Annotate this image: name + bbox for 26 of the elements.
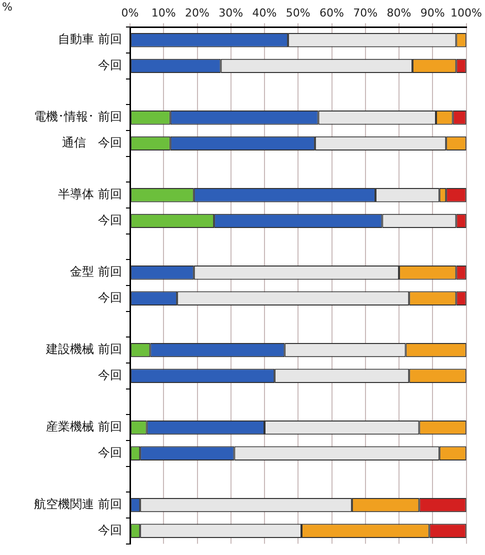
x-tick-label: 80% [386, 6, 412, 20]
y-tick-label: 産業機械 前回 [46, 420, 122, 434]
y-tick-label: 今回 [98, 446, 122, 460]
y-tick-label: 半導体 前回 [58, 187, 122, 202]
y-tick-label: 通信 今回 [62, 136, 122, 150]
x-tick-label: 20% [185, 6, 210, 20]
y-tick-label: 航空機関連 前回 [34, 497, 122, 512]
y-tick-label: 今回 [98, 213, 122, 228]
y-tick-label: 今回 [98, 368, 122, 382]
x-tick-label: 10% [151, 6, 176, 20]
y-tick-label: 建設機械 前回 [45, 342, 122, 356]
y-tick-label: 金型 前回 [70, 264, 122, 279]
y-tick-label: 今回 [98, 290, 122, 305]
x-tick-label: 90% [420, 6, 445, 20]
y-tick-label: 今回 [98, 58, 122, 72]
x-tick-label: 30% [218, 6, 244, 20]
y-tick-label: 電機･情報･ 前回 [34, 110, 122, 124]
y-tick-label: 今回 [98, 523, 122, 538]
x-tick-label: 70% [353, 6, 378, 20]
x-tick-label: 0% [121, 6, 139, 20]
text: % [2, 0, 12, 14]
x-tick-label: 60% [320, 6, 344, 20]
y-tick-label: 自動車 前回 [58, 32, 122, 46]
x-tick-label: 50% [286, 6, 310, 20]
x-tick-label: 40% [252, 6, 277, 20]
x-tick-label: 100% [450, 6, 482, 20]
